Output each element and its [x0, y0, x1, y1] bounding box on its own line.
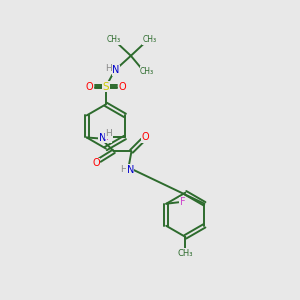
Text: CH₃: CH₃ — [142, 35, 157, 44]
Text: CH₃: CH₃ — [178, 249, 193, 258]
Text: O: O — [92, 158, 100, 168]
Text: CH₃: CH₃ — [140, 67, 154, 76]
Text: F: F — [180, 197, 185, 207]
Text: N: N — [127, 165, 134, 175]
Text: H: H — [120, 165, 127, 174]
Text: N: N — [112, 65, 120, 76]
Text: CH₃: CH₃ — [107, 35, 121, 44]
Text: O: O — [142, 132, 149, 142]
Text: H: H — [105, 64, 112, 73]
Text: S: S — [103, 82, 109, 92]
Text: F: F — [106, 133, 112, 142]
Text: O: O — [85, 82, 93, 92]
Text: N: N — [99, 133, 106, 143]
Text: H: H — [105, 129, 112, 138]
Text: O: O — [119, 82, 126, 92]
